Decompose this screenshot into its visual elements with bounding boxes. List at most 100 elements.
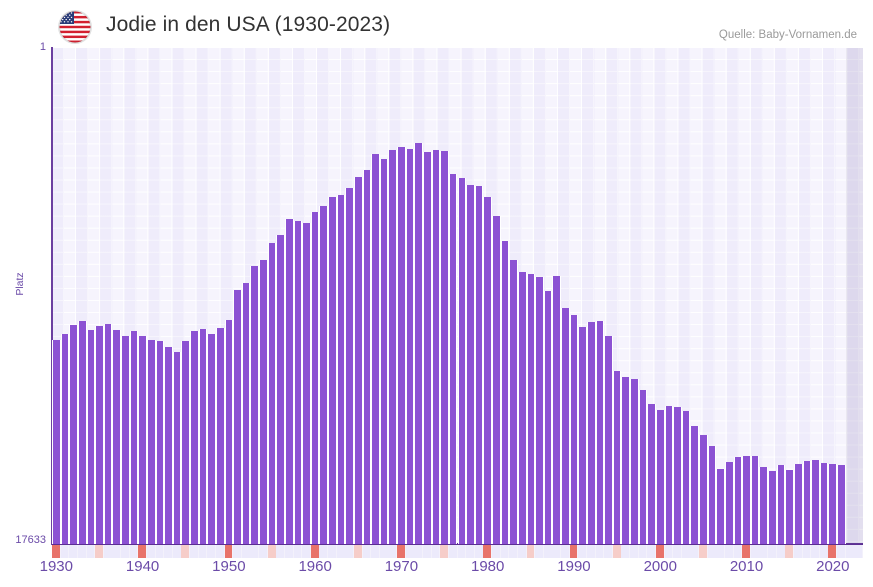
bar-1992 bbox=[586, 322, 596, 544]
tick-minor-2011 bbox=[750, 545, 759, 558]
x-tick-label-1960: 1960 bbox=[298, 558, 332, 575]
tick-minor-1968 bbox=[379, 545, 388, 558]
bar-1935 bbox=[95, 326, 104, 544]
bar-1977 bbox=[457, 178, 467, 544]
tick-minor-1997 bbox=[630, 545, 638, 558]
bar-1999 bbox=[647, 404, 656, 544]
bar-2015 bbox=[785, 469, 794, 544]
tick-half-1975 bbox=[440, 545, 449, 558]
tick-minor-2019 bbox=[819, 545, 828, 558]
tick-minor-2018 bbox=[811, 545, 820, 558]
tick-minor-1951 bbox=[233, 545, 241, 558]
tick-minor-1976 bbox=[448, 545, 457, 558]
bar-1969 bbox=[388, 149, 398, 544]
tick-minor-1958 bbox=[293, 545, 302, 558]
tick-minor-1987 bbox=[543, 545, 552, 558]
tick-major-2010 bbox=[742, 545, 751, 558]
bar-1937 bbox=[112, 330, 122, 544]
bar-1985 bbox=[526, 273, 536, 544]
bar-1953 bbox=[250, 266, 260, 544]
bar-1978 bbox=[466, 185, 475, 544]
bar-1986 bbox=[535, 277, 544, 544]
tick-minor-2014 bbox=[776, 545, 785, 558]
bar-1933 bbox=[77, 321, 87, 544]
bar-1970 bbox=[397, 147, 406, 544]
tick-minor-1946 bbox=[190, 545, 198, 558]
y-axis-title: Platz bbox=[14, 272, 26, 296]
bar-2002 bbox=[673, 407, 682, 544]
tick-minor-1954 bbox=[259, 545, 267, 558]
tick-half-2015 bbox=[785, 545, 794, 558]
tick-minor-1994 bbox=[604, 545, 612, 558]
bar-1963 bbox=[336, 194, 346, 544]
bar-1959 bbox=[302, 222, 311, 544]
bar-1954 bbox=[259, 260, 268, 544]
tick-minor-1944 bbox=[172, 545, 181, 558]
bar-2020 bbox=[828, 463, 838, 544]
bar-1983 bbox=[509, 259, 518, 544]
tick-major-1940 bbox=[138, 545, 147, 558]
tick-minor-1959 bbox=[302, 545, 310, 558]
bar-1949 bbox=[215, 327, 225, 544]
bar-1961 bbox=[319, 206, 329, 544]
bar-1956 bbox=[276, 234, 285, 544]
tick-minor-1941 bbox=[146, 545, 155, 558]
tick-minor-2021 bbox=[837, 545, 845, 558]
bar-1962 bbox=[328, 197, 337, 544]
tick-minor-1949 bbox=[215, 545, 224, 558]
tick-minor-1934 bbox=[86, 545, 95, 558]
bar-1939 bbox=[129, 330, 139, 544]
x-tick-label-2010: 2010 bbox=[729, 558, 764, 575]
bar-1997 bbox=[630, 379, 639, 544]
source-label: Quelle: Baby-Vornamen.de bbox=[718, 29, 857, 41]
tick-minor-1998 bbox=[638, 545, 647, 558]
bar-1942 bbox=[155, 341, 165, 544]
bar-1981 bbox=[492, 216, 501, 544]
tick-minor-1979 bbox=[474, 545, 483, 558]
tick-major-1980 bbox=[483, 545, 492, 558]
tick-major-1960 bbox=[310, 545, 319, 558]
tick-major-1950 bbox=[224, 545, 233, 558]
tick-minor-1988 bbox=[552, 545, 561, 558]
y-axis-line bbox=[51, 47, 53, 545]
bar-1930 bbox=[52, 340, 61, 544]
bar-2004 bbox=[690, 425, 700, 544]
bar-series bbox=[52, 48, 863, 544]
bar-1950 bbox=[224, 319, 234, 544]
tick-minor-1993 bbox=[595, 545, 604, 558]
tick-minor-2017 bbox=[802, 545, 811, 558]
bar-1952 bbox=[241, 282, 251, 544]
tick-half-1985 bbox=[526, 545, 535, 558]
bar-1964 bbox=[345, 188, 354, 544]
bar-1958 bbox=[293, 221, 303, 544]
x-axis-tick-strip bbox=[52, 545, 863, 558]
tick-minor-1963 bbox=[336, 545, 345, 558]
tick-major-2000 bbox=[655, 545, 664, 558]
tick-half-2005 bbox=[699, 545, 707, 558]
tick-minor-2004 bbox=[690, 545, 699, 558]
bar-1974 bbox=[431, 149, 441, 544]
tick-minor-1952 bbox=[241, 545, 250, 558]
tick-major-1930 bbox=[52, 545, 60, 558]
bar-1967 bbox=[371, 153, 380, 544]
x-tick-label-1970: 1970 bbox=[384, 558, 419, 575]
bar-1945 bbox=[181, 341, 191, 544]
x-tick-label-1930: 1930 bbox=[39, 558, 73, 575]
tick-minor-2022 bbox=[845, 545, 854, 558]
tick-minor-2003 bbox=[681, 545, 690, 558]
tick-minor-1948 bbox=[207, 545, 216, 558]
tick-minor-1966 bbox=[362, 545, 371, 558]
bar-1947 bbox=[198, 328, 208, 544]
bar-1996 bbox=[621, 376, 631, 544]
bar-2012 bbox=[759, 467, 769, 544]
bar-1944 bbox=[172, 352, 182, 544]
bar-2018 bbox=[811, 459, 820, 544]
bar-1990 bbox=[569, 315, 579, 544]
tick-half-1945 bbox=[181, 545, 190, 558]
tick-minor-1962 bbox=[328, 545, 336, 558]
tick-minor-1986 bbox=[535, 545, 543, 558]
bar-1989 bbox=[561, 308, 570, 544]
bar-2014 bbox=[776, 464, 786, 544]
tick-minor-1984 bbox=[517, 545, 526, 558]
bar-2021 bbox=[837, 464, 846, 544]
